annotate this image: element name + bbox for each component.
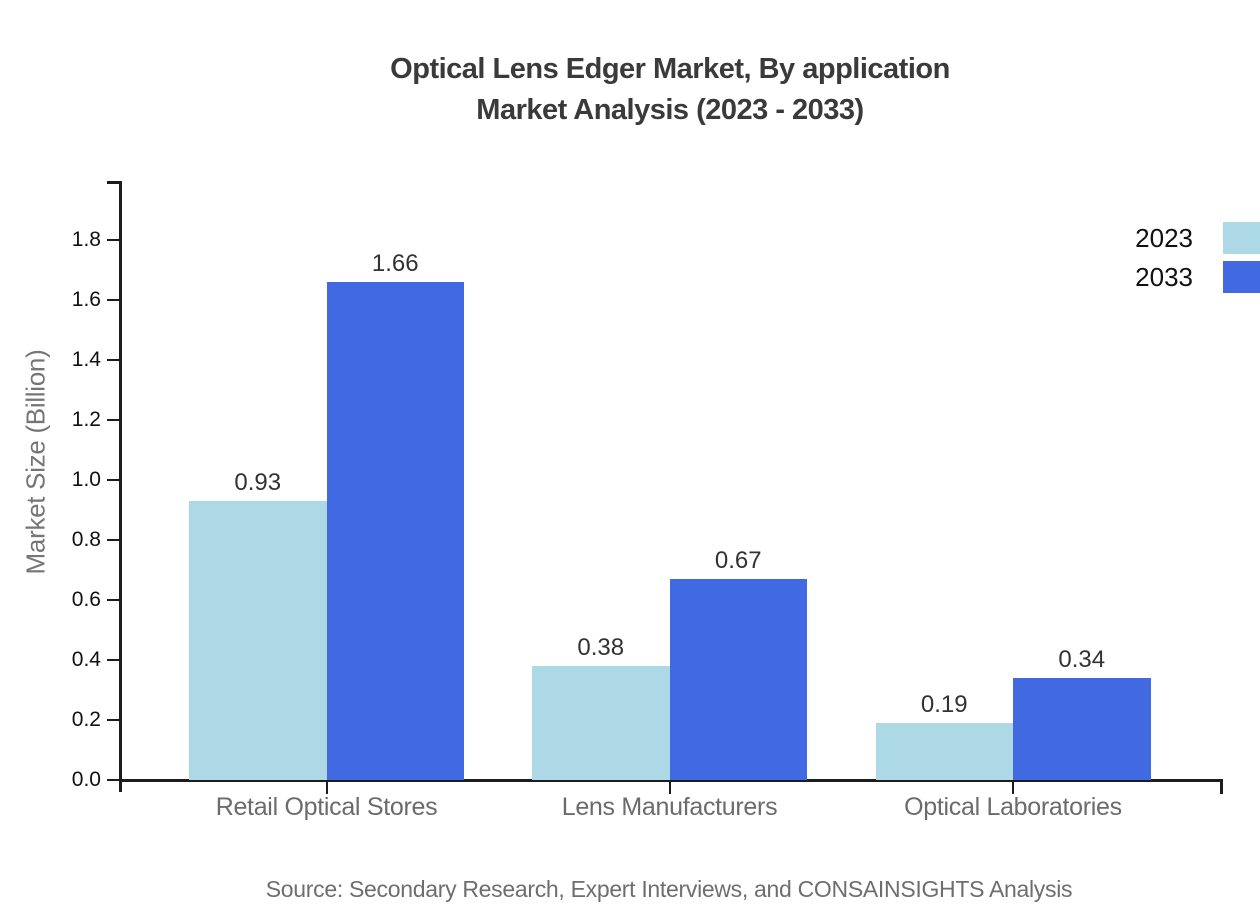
- bar-value-label: 0.34: [1058, 646, 1106, 673]
- bar-value-label: 0.38: [577, 634, 625, 661]
- y-tick-label: 0.0: [71, 768, 101, 791]
- x-tick-mark: [1012, 782, 1014, 794]
- y-tick-label: 0.2: [71, 708, 101, 731]
- bar-value-label: 0.67: [714, 547, 762, 574]
- y-tick-label: 0.8: [71, 528, 101, 551]
- legend-swatch-2033: [1223, 261, 1260, 293]
- x-axis-baseline: [119, 779, 1223, 782]
- category-label: Optical Laboratories: [904, 793, 1122, 821]
- y-tick-label: 1.4: [71, 348, 101, 371]
- bar-2033-2: [669, 579, 807, 780]
- y-tick-label: 0.6: [71, 588, 101, 611]
- y-tick-mark: [107, 359, 119, 361]
- y-tick-mark: [107, 479, 119, 481]
- y-tick-mark: [107, 719, 119, 721]
- chart-title-line2: Market Analysis (2023 - 2033): [476, 94, 864, 126]
- legend-swatch-2023: [1223, 222, 1260, 254]
- y-tick-mark: [107, 779, 119, 781]
- y-tick-mark: [107, 419, 119, 421]
- category-label: Retail Optical Stores: [215, 793, 438, 821]
- y-tick-label: 0.4: [71, 648, 101, 671]
- y-tick-label: 1.8: [71, 228, 101, 251]
- bar-value-label: 0.93: [234, 469, 282, 496]
- chart-title-line1: Optical Lens Edger Market, By applicatio…: [390, 53, 950, 85]
- y-axis-spine: [119, 181, 122, 792]
- y-tick-label: 1.0: [71, 468, 101, 491]
- bar-2033-1: [326, 282, 464, 780]
- bar-value-label: 0.19: [920, 691, 968, 718]
- source-attribution: Source: Secondary Research, Expert Inter…: [265, 876, 1073, 902]
- legend-label-2033: 2033: [1135, 262, 1193, 292]
- y-tick-mark: [107, 659, 119, 661]
- legend-label-2023: 2023: [1135, 223, 1193, 253]
- y-tick-mark: [107, 239, 119, 241]
- bar-2023-3: [875, 723, 1013, 780]
- x-axis-end-cap: [1220, 779, 1223, 794]
- y-tick-label: 1.6: [71, 288, 101, 311]
- bar-2033-3: [1013, 678, 1151, 780]
- chart-title: Optical Lens Edger Market, By applicatio…: [80, 49, 1260, 131]
- y-axis-top-cap: [107, 181, 122, 184]
- bar-2023-1: [189, 501, 327, 780]
- y-tick-mark: [107, 599, 119, 601]
- y-tick-mark: [107, 539, 119, 541]
- bar-2023-2: [532, 666, 670, 780]
- bar-value-label: 1.66: [371, 250, 419, 277]
- x-tick-mark: [668, 782, 671, 794]
- y-tick-label: 1.2: [71, 408, 101, 431]
- y-tick-mark: [107, 299, 119, 301]
- category-label: Lens Manufacturers: [561, 793, 778, 821]
- x-tick-mark: [325, 782, 328, 794]
